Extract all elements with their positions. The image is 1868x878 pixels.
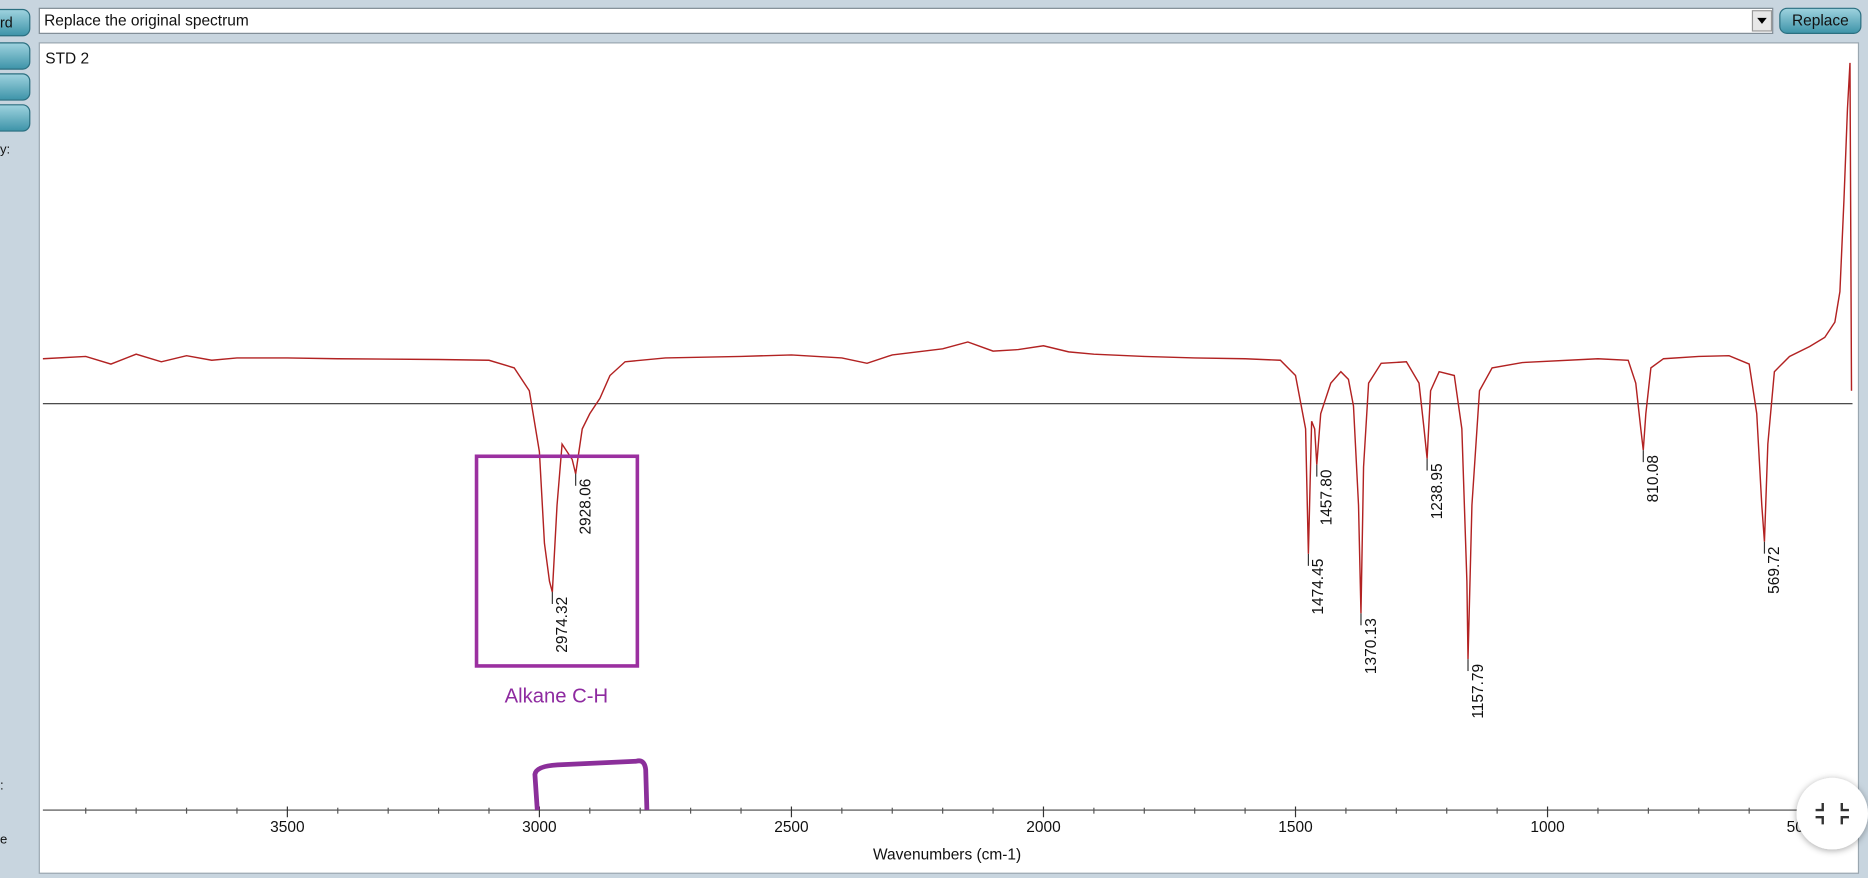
peak-label: 1238.95 bbox=[1429, 463, 1446, 519]
replace-button-text: Replace bbox=[1792, 13, 1849, 30]
x-tick-label: 3000 bbox=[522, 819, 556, 836]
x-tick-label: 2000 bbox=[1026, 819, 1060, 836]
side-button[interactable] bbox=[0, 42, 31, 70]
annotation-bracket bbox=[532, 758, 650, 811]
peak-label: 1474.45 bbox=[1310, 559, 1327, 615]
x-tick-label: 3500 bbox=[270, 819, 304, 836]
peak-label: 569.72 bbox=[1766, 546, 1783, 593]
peak-label: 1457.80 bbox=[1319, 469, 1336, 525]
side-button[interactable] bbox=[0, 104, 31, 132]
collapse-circle[interactable] bbox=[1796, 777, 1868, 850]
arrow-icon bbox=[1757, 17, 1767, 24]
annotation-box bbox=[474, 454, 640, 668]
dropdown[interactable] bbox=[38, 7, 1774, 34]
side-text: rd bbox=[0, 16, 13, 32]
sidebar: rd y: : e bbox=[0, 8, 31, 846]
peak-label: 2974.32 bbox=[554, 597, 571, 653]
annotation-text: Alkane C-H bbox=[505, 685, 609, 707]
x-tick-label: 2500 bbox=[774, 819, 808, 836]
side-text: y: bbox=[0, 142, 10, 157]
spectrum-line bbox=[42, 62, 1853, 660]
collapse-icon bbox=[1815, 802, 1849, 825]
dropdown-text: Replace the original spectrum bbox=[44, 13, 249, 30]
plot-panel bbox=[38, 42, 1860, 874]
peak-label: 1157.79 bbox=[1470, 664, 1487, 719]
collapse-button[interactable] bbox=[1796, 777, 1868, 850]
x-tick-label: 1500 bbox=[1278, 819, 1312, 836]
replace-button[interactable] bbox=[1779, 7, 1862, 34]
side-button[interactable] bbox=[0, 8, 31, 37]
x-tick-label: 1000 bbox=[1530, 819, 1564, 836]
x-axis-label: Wavenumbers (cm-1) bbox=[873, 846, 1021, 863]
peak-label: 2928.06 bbox=[577, 479, 594, 535]
plot: 3500300025002000150010005002974.322928.0… bbox=[42, 62, 1853, 836]
toolbar: Replace the original spectrum Replace bbox=[38, 7, 1862, 34]
peak-label: 810.08 bbox=[1645, 455, 1662, 502]
side-text: : bbox=[0, 778, 4, 793]
peak-label: 1370.13 bbox=[1363, 618, 1380, 674]
chart-title: STD 2 bbox=[45, 51, 89, 68]
side-text: e bbox=[0, 831, 7, 846]
side-button[interactable] bbox=[0, 73, 31, 101]
